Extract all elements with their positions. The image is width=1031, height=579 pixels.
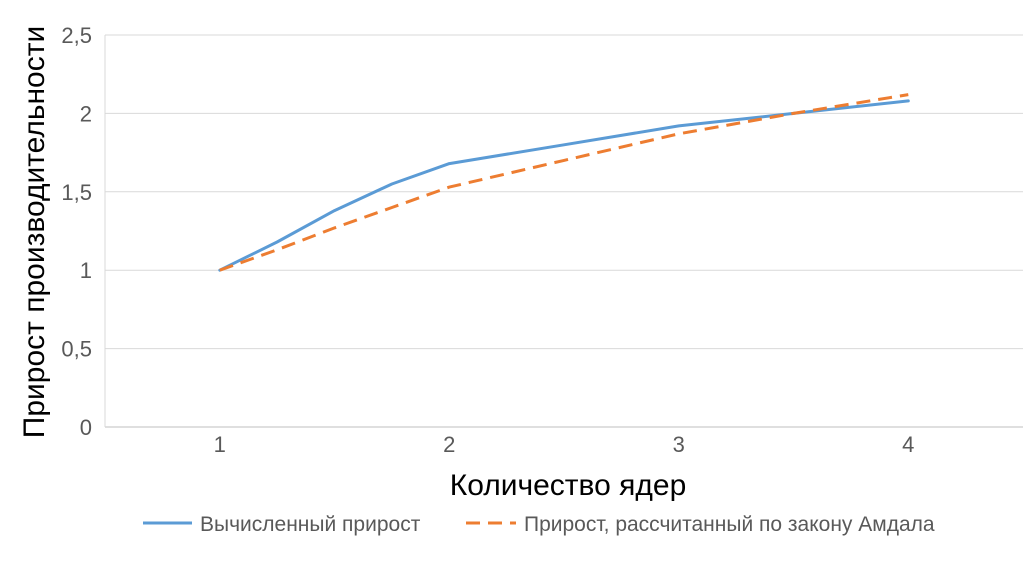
- y-tick-labels: 0 0,5 1 1,5 2 2,5: [61, 23, 92, 440]
- series-lines: [218, 93, 910, 272]
- series-line-1: [218, 99, 910, 272]
- legend: Вычисленный прирост Прирост, рассчитанный…: [143, 513, 935, 536]
- legend-label-2: Прирост, рассчитанный по закону Амдала: [524, 513, 935, 536]
- y-tick-label: 2,5: [61, 23, 92, 48]
- x-tick-label: 4: [902, 432, 914, 457]
- x-tick-label: 3: [673, 432, 685, 457]
- x-tick-label: 2: [443, 432, 455, 457]
- x-tick-label: 1: [214, 432, 226, 457]
- gridlines: [104, 34, 1023, 428]
- legend-label-1: Вычисленный прирост: [200, 513, 421, 536]
- y-tick-label: 2: [80, 101, 92, 126]
- x-tick-labels: 1 2 3 4: [214, 432, 915, 457]
- x-axis-title: Количество ядер: [450, 469, 687, 502]
- y-tick-label: 1,5: [61, 180, 92, 205]
- y-tick-label: 0,5: [61, 337, 92, 362]
- series-line-2: [219, 93, 909, 272]
- y-tick-label: 0: [80, 415, 92, 440]
- y-tick-label: 1: [80, 258, 92, 283]
- y-axis-title: Прирост производительности: [18, 26, 51, 438]
